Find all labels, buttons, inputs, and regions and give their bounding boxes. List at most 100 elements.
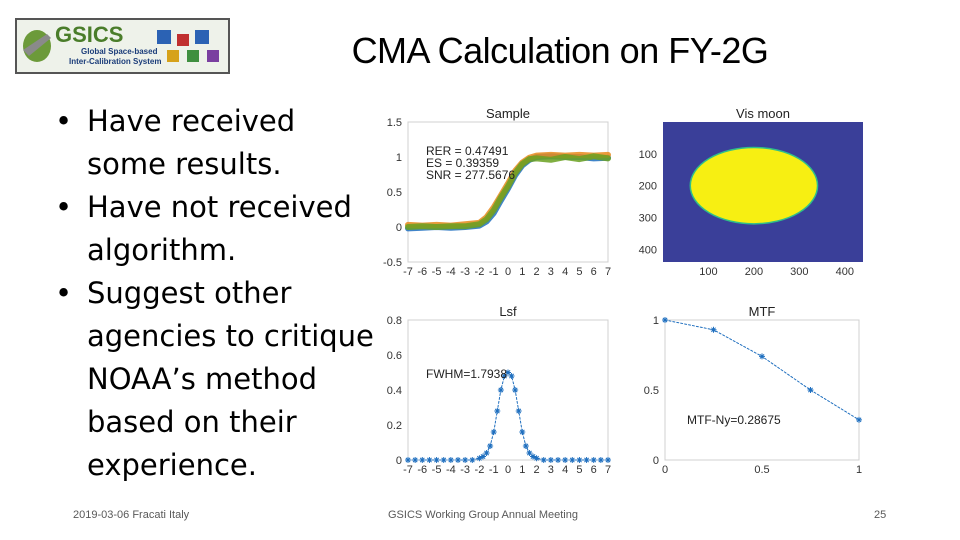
y-tick-label: 200 <box>639 181 657 193</box>
bullet-text-line: agencies to critique <box>87 319 374 353</box>
x-tick-label: -2 <box>475 464 485 476</box>
x-tick-label: -6 <box>417 266 427 278</box>
data-point-marker <box>512 387 519 393</box>
chart-annotation: SNR = 277.5676 <box>426 168 515 182</box>
bullet-text-line: Have not received <box>87 190 352 224</box>
data-point-marker <box>483 450 490 456</box>
bullet-text-line: some results. <box>87 147 282 181</box>
data-point-marker <box>480 453 486 460</box>
logo-line-2: Inter-Calibration System <box>69 57 162 66</box>
y-tick-label: 0.5 <box>644 385 659 397</box>
data-point-marker <box>605 457 611 463</box>
y-tick-label: 1 <box>396 152 402 164</box>
footer-meeting: GSICS Working Group Annual Meeting <box>388 509 578 521</box>
data-point-marker <box>487 443 494 449</box>
x-tick-label: 0 <box>662 464 668 476</box>
data-point-marker <box>522 443 529 449</box>
bullet-item: • Have not received algorithm. <box>55 186 385 272</box>
x-tick-label: 100 <box>699 266 717 278</box>
y-tick-label: 0 <box>396 222 402 234</box>
data-point-marker <box>447 457 454 463</box>
data-point-marker <box>508 373 515 379</box>
data-point-marker <box>562 457 569 463</box>
x-tick-label: 1 <box>519 266 525 278</box>
bullet-marker: • <box>55 276 73 310</box>
data-point-marker <box>583 457 590 463</box>
vis-moon-chart: Vis moon 100 200 300 400 100 200 300 400 <box>639 106 863 278</box>
data-point-marker <box>576 457 583 463</box>
data-point-marker <box>426 457 433 463</box>
data-point-marker <box>497 387 504 393</box>
data-point-marker <box>569 457 576 463</box>
y-tick-label: 1.5 <box>387 117 402 129</box>
y-tick-label: 0.4 <box>387 385 402 397</box>
y-tick-label: 1 <box>653 315 659 327</box>
logo-line-1: Global Space-based <box>81 47 158 56</box>
x-tick-label: 1 <box>856 464 862 476</box>
bullet-marker: • <box>55 190 73 224</box>
x-tick-label: 400 <box>836 266 854 278</box>
x-tick-label: -7 <box>403 266 413 278</box>
satellite-icon <box>23 34 51 56</box>
x-tick-label: 7 <box>605 464 611 476</box>
bullet-item: • Have received some results. <box>55 100 385 186</box>
y-tick-label: 0.2 <box>387 420 402 432</box>
chart-title: Lsf <box>499 304 517 319</box>
data-point-marker <box>433 457 440 463</box>
x-tick-label: 6 <box>591 266 597 278</box>
data-point-marker <box>710 326 717 333</box>
data-point-marker <box>533 455 540 462</box>
bullet-marker: • <box>55 104 73 138</box>
chart-annotation: FWHM=1.7938 <box>426 367 507 381</box>
data-point-marker <box>501 373 508 379</box>
data-point-marker <box>555 457 561 463</box>
data-point-marker <box>469 457 476 463</box>
series-line <box>405 153 611 230</box>
x-tick-label: -3 <box>460 266 470 278</box>
data-point-marker <box>412 457 419 463</box>
x-tick-label: -5 <box>432 464 442 476</box>
data-point-marker <box>490 429 497 435</box>
y-tick-label: 0 <box>653 455 659 467</box>
chart-title: Vis moon <box>736 106 790 121</box>
gsics-logo: GSICS Global Space-based Inter-Calibrati… <box>15 18 230 74</box>
sample-chart: Sample-0.500.511.5-7 -6 -5 -4 -3 -2 -1 0 1 2 3 4 5 6 7… <box>383 106 611 278</box>
y-tick-label: 0.8 <box>387 315 402 327</box>
data-point-marker <box>547 457 554 463</box>
x-tick-label: -5 <box>432 266 442 278</box>
bullet-text-line: experience. <box>87 448 257 482</box>
y-tick-label: 300 <box>639 212 657 224</box>
data-point-marker <box>590 457 597 463</box>
x-tick-label: -4 <box>446 464 456 476</box>
x-tick-label: 4 <box>562 464 568 476</box>
x-tick-label: -3 <box>460 464 470 476</box>
data-point-marker <box>526 450 533 456</box>
x-tick-label: 300 <box>790 266 808 278</box>
data-point-marker <box>597 457 604 463</box>
data-point-marker <box>807 387 814 393</box>
chart-annotation: ES = 0.39359 <box>426 156 499 170</box>
x-tick-label: 0 <box>505 266 511 278</box>
data-point-marker <box>405 457 411 463</box>
data-point-marker <box>515 408 522 414</box>
x-tick-label: 0.5 <box>754 464 769 476</box>
logo-name: GSICS <box>55 22 124 47</box>
moon-disk <box>689 146 819 225</box>
bullet-text-line: algorithm. <box>87 233 237 267</box>
bullet-text-line: Suggest other <box>87 276 292 310</box>
x-tick-label: 4 <box>562 266 568 278</box>
y-tick-label: -0.5 <box>383 257 402 269</box>
x-tick-label: -6 <box>417 464 427 476</box>
y-tick-label: 0 <box>396 455 402 467</box>
data-point-marker <box>476 455 483 462</box>
x-tick-label: 5 <box>576 464 582 476</box>
x-tick-label: -7 <box>403 464 413 476</box>
x-tick-label: -2 <box>475 266 485 278</box>
slide-title: CMA Calculation on FY-2G <box>351 30 769 71</box>
data-point-marker <box>505 369 511 376</box>
bullet-item: • Suggest other agencies to critique NOA… <box>55 272 385 487</box>
data-point-marker <box>759 353 765 360</box>
x-tick-label: 2 <box>534 266 540 278</box>
x-tick-label: 2 <box>534 464 540 476</box>
y-tick-label: 100 <box>639 149 657 161</box>
